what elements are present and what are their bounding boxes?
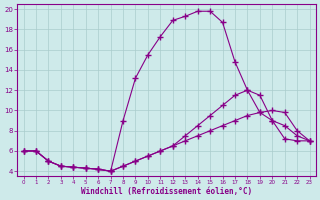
X-axis label: Windchill (Refroidissement éolien,°C): Windchill (Refroidissement éolien,°C): [81, 187, 252, 196]
